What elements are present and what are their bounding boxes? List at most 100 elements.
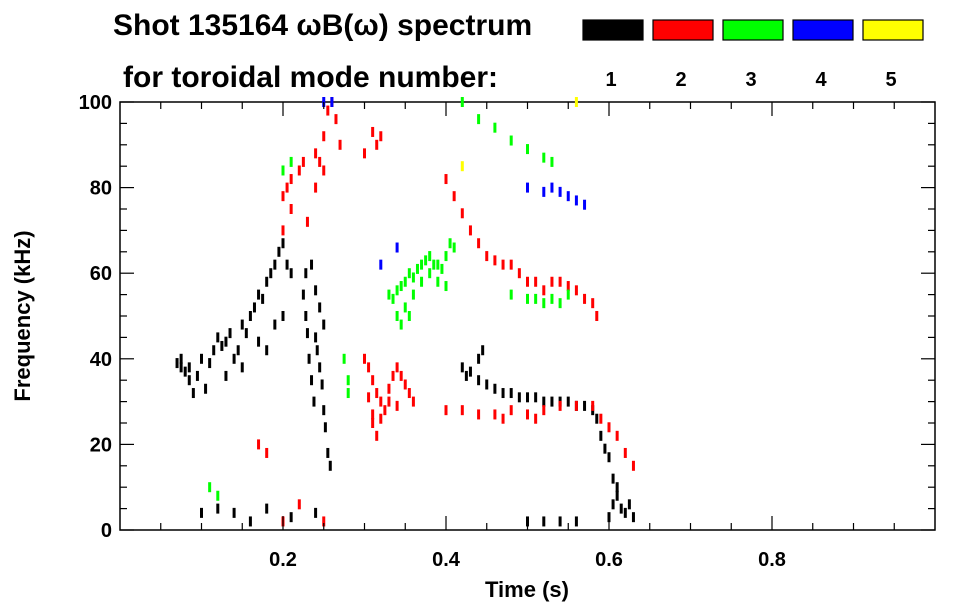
data-point-mode-1 [574,516,578,527]
data-point-mode-1 [314,507,318,518]
data-point-mode-3 [542,152,546,163]
data-point-mode-3 [493,122,497,133]
data-point-mode-2 [379,413,383,424]
data-point-mode-1 [224,370,228,381]
x-axis: 0.2 0.4 0.6 0.8 [160,102,895,571]
data-point-mode-2 [318,156,322,167]
data-point-mode-2 [477,238,481,249]
data-point-mode-2 [595,311,599,321]
data-point-mode-3 [436,259,440,270]
data-point-mode-2 [574,400,578,411]
data-point-mode-1 [526,392,529,403]
data-point-mode-2 [314,182,318,193]
chart-title: Shot 135164 ωB(ω) spectrum [113,9,532,42]
data-point-mode-1 [607,452,611,463]
data-point-mode-1 [261,293,265,304]
data-point-mode-3 [403,302,407,313]
data-point-mode-2 [526,276,529,287]
data-point-mode-1 [183,366,187,377]
data-point-mode-1 [314,332,318,343]
data-point-mode-3 [444,281,448,292]
data-point-mode-1 [252,302,256,313]
data-point-mode-2 [375,388,379,399]
data-point-mode-2 [493,409,497,420]
data-point-mode-2 [460,208,464,219]
data-point-mode-2 [375,430,379,441]
data-point-mode-1 [310,375,314,386]
data-point-mode-1 [248,311,252,321]
data-point-mode-1 [468,366,472,377]
data-point-mode-1 [281,311,285,321]
data-point-mode-3 [542,298,546,309]
data-point-mode-1 [273,319,277,330]
data-point-mode-3 [395,311,399,321]
data-point-mode-2 [574,285,578,296]
data-point-mode-1 [273,259,277,270]
data-point-mode-2 [367,362,371,373]
data-point-mode-3 [391,293,395,304]
data-point-mode-2 [297,499,301,510]
data-point-mode-1 [477,353,481,364]
data-point-mode-2 [301,156,305,167]
data-point-mode-1 [328,460,332,471]
data-point-mode-3 [403,276,407,287]
data-point-mode-1 [212,345,216,356]
data-point-mode-1 [627,499,631,510]
data-point-mode-1 [615,482,619,493]
data-point-mode-1 [240,319,244,330]
data-point-mode-1 [265,503,269,514]
data-point-mode-2 [477,409,481,420]
x-tick-label: 0.8 [758,549,786,571]
data-point-mode-2 [257,439,261,450]
data-point-mode-3 [428,251,432,262]
data-point-mode-2 [305,216,309,227]
data-point-mode-1 [310,259,314,270]
data-point-mode-2 [371,409,375,420]
y-tick-label: 100 [79,92,112,114]
data-point-mode-3 [346,388,350,399]
data-point-mode-1 [236,345,240,356]
data-point-mode-5 [574,97,578,107]
data-point-mode-1 [257,336,261,347]
data-point-mode-3 [395,285,399,296]
data-point-mode-1 [501,388,505,399]
legend-swatch-4 [792,19,854,41]
data-point-mode-2 [281,191,285,202]
data-point-mode-1 [265,276,269,287]
data-point-mode-3 [424,255,428,266]
data-point-mode-1 [285,259,289,270]
data-point-mode-1 [304,311,308,321]
data-point-mode-1 [240,362,244,373]
data-point-mode-3 [509,135,513,146]
data-point-mode-1 [485,379,489,390]
data-point-mode-1 [611,499,615,510]
legend-swatch-1 [582,19,644,41]
data-point-mode-3 [432,259,436,270]
data-point-mode-2 [460,405,464,416]
y-axis: 0 20 40 60 80 100 [79,92,935,542]
data-point-mode-4 [550,182,554,193]
data-point-mode-1 [322,319,326,330]
data-point-mode-3 [477,114,481,125]
data-point-mode-1 [318,302,322,313]
data-point-mode-2 [379,131,383,142]
data-point-mode-3 [444,251,448,262]
plot-area [119,101,936,531]
legend-label-5: 5 [885,69,896,91]
data-point-mode-3 [289,156,293,167]
data-marks [175,97,635,527]
data-point-mode-2 [411,396,415,407]
data-point-mode-2 [285,182,289,193]
data-point-mode-1 [314,285,318,296]
data-point-mode-2 [509,405,513,416]
data-point-mode-1 [599,430,603,441]
data-point-mode-3 [436,276,440,287]
legend-caption: for toroidal mode number: [123,61,498,94]
data-point-mode-4 [566,191,570,202]
data-point-mode-2 [314,148,318,159]
data-point-mode-2 [501,413,505,424]
data-point-mode-1 [493,383,497,394]
data-point-mode-1 [615,490,619,501]
data-point-mode-2 [395,362,399,373]
